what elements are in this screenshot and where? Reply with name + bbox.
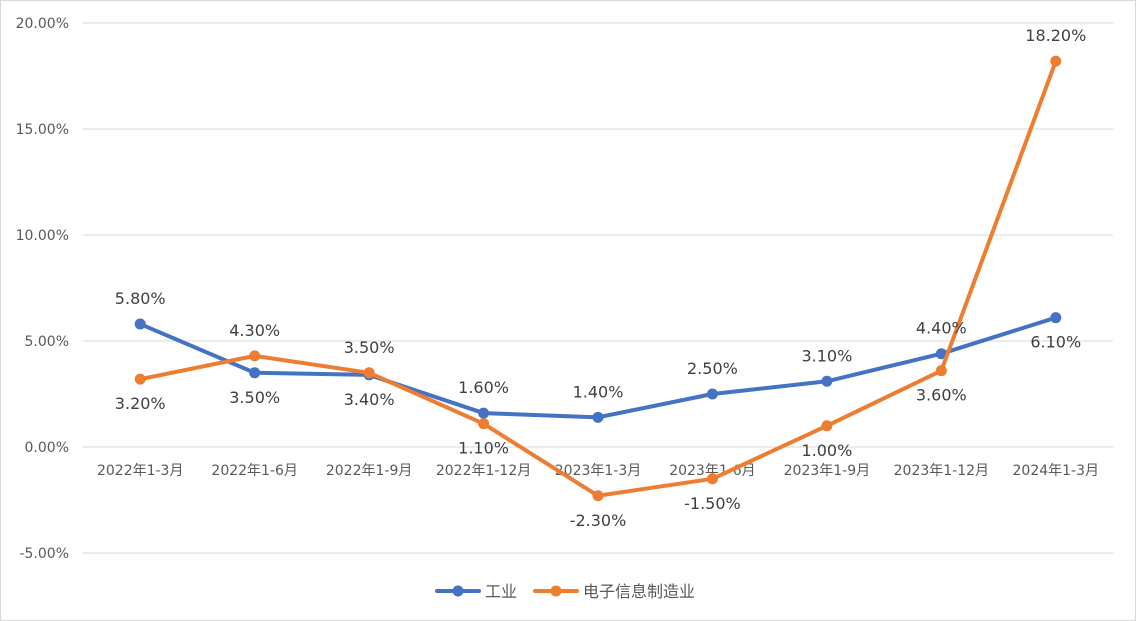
data-label: -1.50% bbox=[684, 494, 741, 513]
y-tick-label: 15.00% bbox=[16, 122, 69, 138]
data-label: 1.00% bbox=[801, 441, 852, 460]
data-point bbox=[706, 473, 718, 485]
data-point bbox=[134, 318, 146, 330]
data-label: 5.80% bbox=[115, 289, 166, 308]
data-point bbox=[935, 365, 947, 377]
x-tick-label: 2023年1-12月 bbox=[894, 463, 989, 479]
data-label: 1.60% bbox=[458, 378, 509, 397]
data-label: 3.50% bbox=[344, 338, 395, 357]
x-tick-label: 2023年1-3月 bbox=[555, 463, 642, 479]
y-tick-label: 10.00% bbox=[16, 228, 69, 244]
data-label: 2.50% bbox=[687, 359, 738, 378]
data-label: 3.60% bbox=[916, 386, 967, 405]
legend-swatch-marker bbox=[452, 585, 464, 597]
y-tick-label: 0.00% bbox=[25, 440, 69, 456]
data-label: 6.10% bbox=[1030, 333, 1081, 352]
data-point bbox=[249, 367, 261, 379]
x-tick-label: 2024年1-3月 bbox=[1013, 463, 1100, 479]
series-layer bbox=[134, 55, 1062, 502]
data-point bbox=[935, 348, 947, 360]
data-label: 3.50% bbox=[229, 388, 280, 407]
grid-layer bbox=[83, 22, 1113, 554]
data-point bbox=[592, 490, 604, 502]
x-axis: 2022年1-3月 2022年1-6月 2022年1-9月 2022年1-12月 202… bbox=[97, 463, 1099, 479]
y-tick-label: -5.00% bbox=[19, 546, 69, 562]
data-label: -2.30% bbox=[570, 511, 627, 530]
data-label: 3.10% bbox=[801, 346, 852, 365]
data-label: 1.40% bbox=[573, 382, 624, 401]
data-point bbox=[134, 373, 146, 385]
data-point bbox=[478, 418, 490, 430]
data-point bbox=[821, 420, 833, 432]
data-point bbox=[478, 407, 490, 419]
x-tick-label: 2022年1-6月 bbox=[211, 463, 298, 479]
legend-label: 工业 bbox=[485, 582, 517, 601]
data-label: 4.40% bbox=[916, 319, 967, 338]
series-line-1 bbox=[138, 59, 1058, 498]
data-point bbox=[592, 411, 604, 423]
x-tick-label: 2022年1-9月 bbox=[326, 463, 413, 479]
x-tick-label: 2022年1-12月 bbox=[436, 463, 531, 479]
data-point bbox=[363, 367, 375, 379]
data-point bbox=[706, 388, 718, 400]
data-point bbox=[1050, 312, 1062, 324]
data-labels: 5.80% 3.20% 3.50% 4.30% 3.40% 3.50% 1.60% 1.10%… bbox=[115, 26, 1086, 530]
data-label: 3.40% bbox=[344, 390, 395, 409]
y-axis: 20.00% 15.00% 10.00% 5.00% 0.00% -5.00% bbox=[16, 16, 69, 562]
data-label: 18.20% bbox=[1025, 26, 1086, 45]
data-label: 3.20% bbox=[115, 394, 166, 413]
data-point bbox=[249, 350, 261, 362]
legend-label: 电子信息制造业 bbox=[583, 582, 695, 601]
x-tick-label: 2023年1-9月 bbox=[784, 463, 871, 479]
data-label: 1.10% bbox=[458, 439, 509, 458]
x-tick-label: 2022年1-3月 bbox=[97, 463, 184, 479]
y-tick-label: 20.00% bbox=[16, 16, 69, 32]
legend: 工业 电子信息制造业 bbox=[435, 582, 695, 601]
y-tick-label: 5.00% bbox=[25, 334, 69, 350]
data-point bbox=[821, 375, 833, 387]
data-point bbox=[1050, 55, 1062, 67]
legend-swatch-marker bbox=[550, 585, 562, 597]
data-label: 4.30% bbox=[229, 321, 280, 340]
